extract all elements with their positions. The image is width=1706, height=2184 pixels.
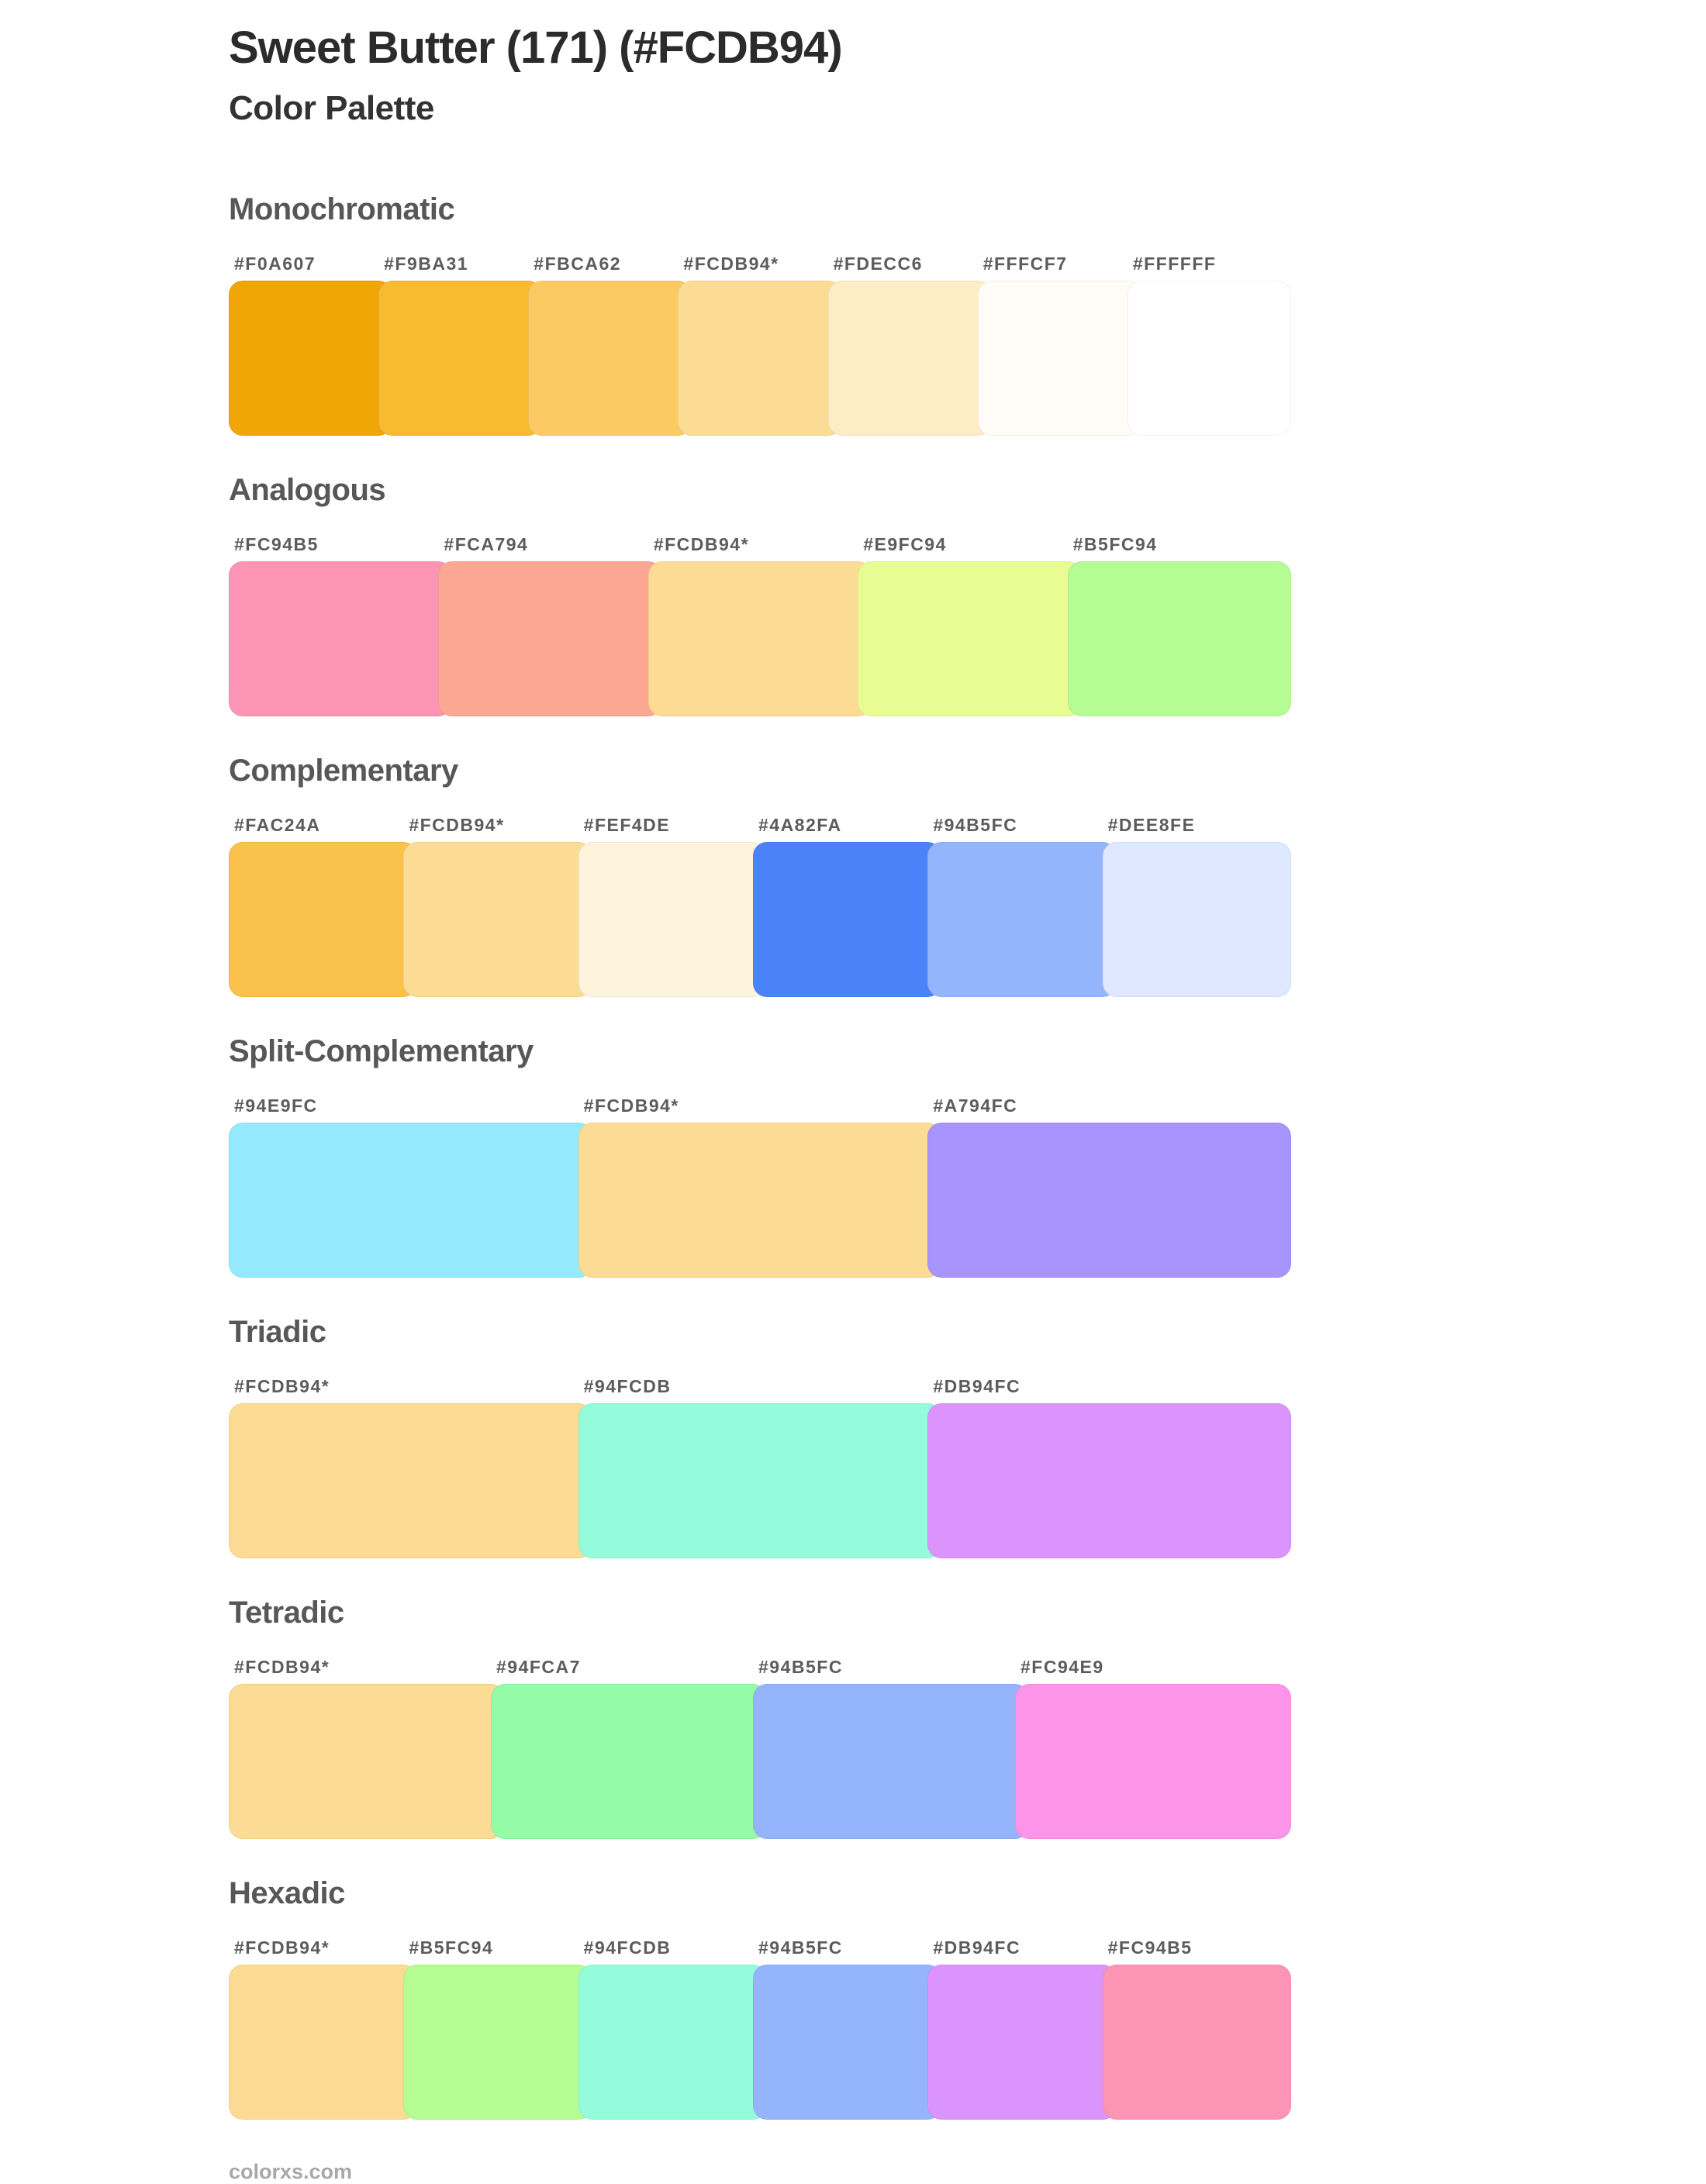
swatch-hex-label: #E9FC94 <box>863 534 947 555</box>
color-swatch-fc94e9[interactable]: #FC94E9 <box>1015 1657 1291 1840</box>
color-swatch-fcdb94[interactable]: #FCDB94* <box>678 254 842 436</box>
swatch-hex-label: #F0A607 <box>234 254 316 274</box>
color-swatch-db94fc[interactable]: #DB94FC <box>927 1937 1117 2120</box>
page-footer: colorxs.com <box>0 2160 1706 2184</box>
section-heading-tetradic: Tetradic <box>229 1596 344 1630</box>
swatch-hex-label: #FFFCF7 <box>983 254 1068 274</box>
section-heading-monochromatic: Monochromatic <box>229 192 455 227</box>
palette-row-monochromatic: #F0A607 #F9BA31 #FBCA62 #FCDB94* #FDECC6 #FFF… <box>229 254 1291 436</box>
swatch-hex-label: #FC94E9 <box>1020 1657 1104 1678</box>
palette-section-hexadic: Hexadic #FCDB94* #B5FC94 #94FCDB #94B5FC #DB9… <box>229 1876 1291 2120</box>
swatch-hex-label: #F9BA31 <box>384 254 469 274</box>
swatch-hex-label: #FCDB94* <box>234 1937 330 1958</box>
color-swatch-fffcf7[interactable]: #FFFCF7 <box>977 254 1141 436</box>
swatch-hex-label: #FEF4DE <box>583 815 671 836</box>
swatch-hex-label: #94B5FC <box>758 1937 843 1958</box>
page-subtitle: Color Palette <box>229 88 434 127</box>
color-swatch-fcdb94[interactable]: #FCDB94* <box>229 1657 505 1840</box>
palette-row-hexadic: #FCDB94* #B5FC94 #94FCDB #94B5FC #DB94FC #FC9… <box>229 1937 1291 2120</box>
color-swatch-94b5fc[interactable]: #94B5FC <box>752 1937 942 2120</box>
color-swatch-fcdb94[interactable]: #FCDB94* <box>648 534 872 717</box>
swatch-hex-label: #B5FC94 <box>409 1937 494 1958</box>
section-heading-triadic: Triadic <box>229 1315 326 1350</box>
section-heading-hexadic: Hexadic <box>229 1876 345 1911</box>
swatch-hex-label: #FC94B5 <box>234 534 319 555</box>
color-swatch-fcdb94[interactable]: #FCDB94* <box>403 815 592 998</box>
color-swatch-94fcdb[interactable]: #94FCDB <box>578 1376 942 1559</box>
swatch-hex-label: #DEE8FE <box>1107 815 1196 836</box>
color-swatch-94e9fc[interactable]: #94E9FC <box>229 1095 592 1278</box>
color-swatch-fcdb94[interactable]: #FCDB94* <box>229 1937 418 2120</box>
page-title: Sweet Butter (171) (#FCDB94) <box>229 22 843 73</box>
section-heading-split-complementary: Split-Complementary <box>229 1034 534 1069</box>
swatch-hex-label: #DB94FC <box>933 1937 1021 1958</box>
swatch-hex-label: #FCDB94* <box>583 1095 679 1116</box>
swatch-hex-label: #94E9FC <box>234 1095 318 1116</box>
swatch-hex-label: #FC94B5 <box>1107 1937 1193 1958</box>
color-swatch-fcdb94[interactable]: #FCDB94* <box>578 1095 942 1278</box>
color-swatch-fc94b5[interactable]: #FC94B5 <box>229 534 453 717</box>
color-swatch-94b5fc[interactable]: #94B5FC <box>753 1657 1029 1840</box>
color-swatch-4a82fa[interactable]: #4A82FA <box>752 815 942 998</box>
color-swatch-fc94b5[interactable]: #FC94B5 <box>1102 1937 1291 2120</box>
color-swatch-94b5fc[interactable]: #94B5FC <box>927 815 1117 998</box>
palette-section-tetradic: Tetradic #FCDB94* #94FCA7 #94B5FC #FC94E9 <box>229 1596 1291 1840</box>
swatch-hex-label: #FCA794 <box>444 534 529 555</box>
swatch-hex-label: #94FCDB <box>583 1937 672 1958</box>
swatch-hex-label: #FCDB94* <box>409 815 505 836</box>
color-swatch-fca794[interactable]: #FCA794 <box>438 534 662 717</box>
color-swatch-b5fc94[interactable]: #B5FC94 <box>1067 534 1292 717</box>
palette-row-analogous: #FC94B5 #FCA794 #FCDB94* #E9FC94 #B5FC94 <box>229 534 1292 717</box>
swatch-hex-label: #FFFFFF <box>1132 254 1217 274</box>
color-swatch-94fcdb[interactable]: #94FCDB <box>578 1937 767 2120</box>
footer-site-text: colorxs.com <box>229 2160 353 2184</box>
swatch-hex-label: #DB94FC <box>933 1376 1021 1397</box>
page-content: Sweet Butter (171) (#FCDB94) Color Palet… <box>229 22 1292 2120</box>
swatch-hex-label: #FBCA62 <box>534 254 622 274</box>
color-swatch-e9fc94[interactable]: #E9FC94 <box>858 534 1082 717</box>
palette-row-split-complementary: #94E9FC #FCDB94* #A794FC <box>229 1095 1292 1278</box>
swatch-hex-label: #B5FC94 <box>1072 534 1158 555</box>
swatch-hex-label: #4A82FA <box>758 815 842 836</box>
color-swatch-db94fc[interactable]: #DB94FC <box>927 1376 1292 1559</box>
color-swatch-b5fc94[interactable]: #B5FC94 <box>403 1937 592 2120</box>
palette-section-triadic: Triadic #FCDB94* #94FCDB #DB94FC <box>229 1315 1292 1559</box>
color-swatch-dee8fe[interactable]: #DEE8FE <box>1102 815 1291 998</box>
section-heading-analogous: Analogous <box>229 473 386 508</box>
color-swatch-fcdb94[interactable]: #FCDB94* <box>229 1376 592 1559</box>
color-swatch-fef4de[interactable]: #FEF4DE <box>578 815 767 998</box>
swatch-hex-label: #A794FC <box>933 1095 1018 1116</box>
palette-row-complementary: #FAC24A #FCDB94* #FEF4DE #4A82FA #94B5FC #DEE… <box>229 815 1291 998</box>
swatch-hex-label: #94B5FC <box>933 815 1018 836</box>
swatch-hex-label: #FCDB94* <box>653 534 750 555</box>
color-swatch-a794fc[interactable]: #A794FC <box>927 1095 1292 1278</box>
palette-row-tetradic: #FCDB94* #94FCA7 #94B5FC #FC94E9 <box>229 1657 1291 1840</box>
color-swatch-f9ba31[interactable]: #F9BA31 <box>378 254 543 436</box>
color-swatch-fdecc6[interactable]: #FDECC6 <box>827 254 992 436</box>
palette-sections: Monochromatic #F0A607 #F9BA31 #FBCA62 #FCDB9… <box>229 192 1292 2120</box>
palette-section-analogous: Analogous #FC94B5 #FCA794 #FCDB94* #E9FC94 #B… <box>229 473 1292 717</box>
palette-row-triadic: #FCDB94* #94FCDB #DB94FC <box>229 1376 1292 1559</box>
palette-section-split-complementary: Split-Complementary #94E9FC #FCDB94* #A794F… <box>229 1034 1292 1278</box>
swatch-hex-label: #FCDB94* <box>234 1657 330 1678</box>
color-swatch-fac24a[interactable]: #FAC24A <box>229 815 418 998</box>
palette-section-complementary: Complementary #FAC24A #FCDB94* #FEF4DE #4A82… <box>229 754 1291 998</box>
color-swatch-94fca7[interactable]: #94FCA7 <box>491 1657 767 1840</box>
palette-section-monochromatic: Monochromatic #F0A607 #F9BA31 #FBCA62 #FCDB9… <box>229 192 1291 436</box>
section-heading-complementary: Complementary <box>229 754 458 788</box>
color-swatch-f0a607[interactable]: #F0A607 <box>229 254 393 436</box>
swatch-hex-label: #94B5FC <box>758 1657 843 1678</box>
swatch-hex-label: #FDECC6 <box>833 254 923 274</box>
color-swatch-fbca62[interactable]: #FBCA62 <box>528 254 692 436</box>
swatch-hex-label: #FCDB94* <box>683 254 779 274</box>
color-swatch-ffffff[interactable]: #FFFFFF <box>1127 254 1291 436</box>
swatch-hex-label: #94FCDB <box>583 1376 672 1397</box>
swatch-hex-label: #FAC24A <box>234 815 321 836</box>
swatch-hex-label: #FCDB94* <box>234 1376 330 1397</box>
swatch-hex-label: #94FCA7 <box>496 1657 581 1678</box>
